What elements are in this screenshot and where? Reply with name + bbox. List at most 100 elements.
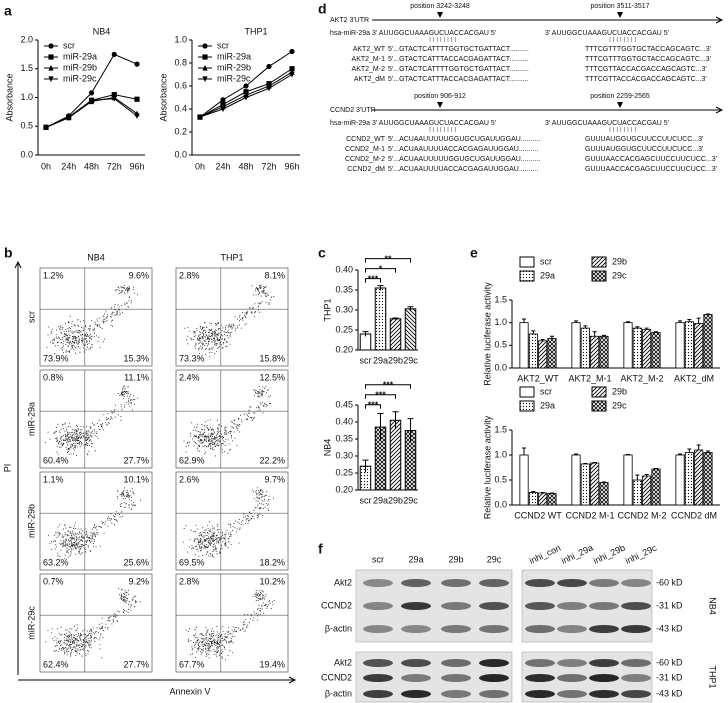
y-tick-label: 0.35 (335, 433, 353, 443)
quadrant-value: 9.6% (128, 270, 149, 280)
flow-plot-frame (175, 267, 289, 367)
bar (590, 335, 600, 369)
blot-band (479, 579, 509, 587)
y-tick-label: 1.0 (20, 92, 33, 102)
x-tick-label: 29a (373, 355, 388, 365)
error-bar (407, 306, 414, 311)
size-label: -43 kD (656, 688, 683, 698)
blot-band (479, 602, 509, 610)
y-axis-label: Relative luciferase activity (482, 282, 492, 386)
marker (243, 89, 249, 95)
legend-swatch (591, 400, 607, 412)
quadrant-value: 2.4% (179, 372, 200, 382)
construct-sequence: 5'...GTACTCATTTTGGTGCTGATTACT.......... (388, 66, 529, 73)
panel-label: c (318, 245, 326, 261)
base-pairing (429, 127, 636, 132)
error-bar (687, 318, 692, 322)
y-tick-label: 0.30 (335, 304, 353, 314)
construct-sequence: GUUUAUGGUGCUUCCUUCUCC...3' (585, 146, 703, 153)
utr-arrow (372, 16, 724, 24)
y-tick-label: 0.4 (174, 103, 187, 113)
protein-label: β-actin (325, 623, 352, 633)
chart-title: THP1 (244, 26, 267, 36)
flow-events (48, 487, 142, 560)
bar (538, 340, 548, 369)
significance-label: *** (383, 380, 394, 390)
quadrant-value: 10.2% (259, 576, 285, 586)
blot-band (525, 625, 555, 633)
error-bar (687, 448, 692, 453)
error-bar (362, 331, 369, 337)
blot-band (401, 579, 431, 587)
x-tick-label: 0h (41, 161, 51, 171)
blot-band (363, 659, 393, 667)
flow-plot-frame (175, 471, 289, 571)
y-tick-label: 0.2 (174, 126, 187, 136)
blot-band (621, 602, 651, 610)
protein-label: CCND2 (321, 672, 352, 682)
x-tick-label: 48h (84, 161, 99, 171)
y-tick-label: 0.20 (335, 484, 353, 494)
quadrant-value: 10.1% (123, 474, 149, 484)
error-bar (696, 317, 701, 324)
size-label: -31 kD (656, 672, 683, 682)
significance-bracket (365, 278, 381, 283)
x-tick-label: 0h (195, 161, 205, 171)
site-position: position 3242-3248 (410, 3, 470, 10)
y-tick-label: 0.5 (494, 474, 507, 484)
y-tick-label: 0.45 (335, 399, 353, 409)
legend-label: 29a (540, 270, 555, 280)
blot-band (525, 659, 555, 667)
bar (519, 322, 529, 369)
utr-label: CCND2 3'UTR (330, 107, 376, 114)
x-tick-label: 29b (388, 355, 403, 365)
quadrant-value: 2.6% (179, 474, 200, 484)
blot-band (363, 690, 393, 698)
error-bar (644, 474, 649, 476)
bar (389, 419, 402, 491)
blot-band (589, 625, 619, 633)
bar (404, 308, 417, 351)
blot-band (557, 690, 587, 698)
blot-band (401, 659, 431, 667)
marker (202, 54, 208, 60)
significance-label: *** (375, 390, 386, 400)
significance-bracket (365, 258, 411, 263)
significance-bracket (365, 394, 396, 399)
site-position: position 2259-2565 (590, 93, 650, 100)
row-label: miR-29a (26, 402, 36, 436)
quadrant-value: 63.2% (43, 557, 69, 567)
bar (528, 492, 538, 506)
blot-band (589, 690, 619, 698)
marker (197, 114, 203, 121)
marker (202, 64, 208, 71)
y-axis-label: Relative luciferase activity (482, 415, 492, 519)
flow-plot-frame (175, 573, 289, 673)
legend-swatch (519, 256, 535, 268)
error-bar (531, 330, 536, 334)
quadrant-value: 0.7% (43, 576, 64, 586)
legend-label: scr (217, 40, 229, 50)
error-bar (653, 331, 658, 333)
site-position: position 3511-3517 (590, 3, 649, 10)
error-bar (531, 491, 536, 493)
blot-band (621, 674, 651, 682)
quadrant-value: 22.2% (259, 455, 285, 465)
y-axis-label: THP1 (322, 298, 332, 321)
bar (642, 329, 652, 369)
marker (134, 61, 140, 67)
error-bar (696, 444, 701, 450)
construct-label: AKT2_M-1 (352, 56, 386, 63)
bar (538, 492, 548, 506)
error-bar (592, 331, 597, 337)
error-bar (540, 338, 545, 341)
construct-label: AKT2_WT (353, 46, 386, 53)
error-bar (626, 321, 631, 323)
flow-plot-frame (39, 369, 153, 469)
quadrant-value: 9.7% (264, 474, 285, 484)
marker (266, 63, 272, 70)
quadrant-value: 2.8% (179, 270, 200, 280)
blot-band (401, 690, 431, 698)
y-tick-label: 0.20 (335, 344, 353, 354)
y-tick-label: 1.5 (494, 424, 507, 434)
